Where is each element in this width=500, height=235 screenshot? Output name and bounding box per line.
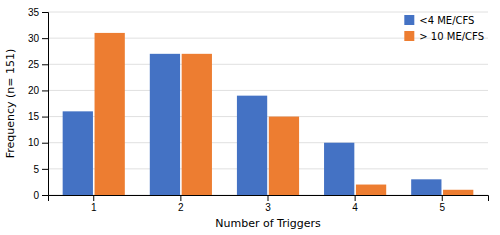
- tick-label: 30: [28, 33, 40, 44]
- x-axis-title: Number of Triggers: [215, 217, 321, 230]
- y-tick: 30: [28, 33, 48, 44]
- y-axis: 0 5 10 15 20 25 30 35: [28, 7, 49, 201]
- bar: [443, 190, 473, 195]
- tick-label: 10: [28, 137, 40, 148]
- legend-item: > 10 ME/CFS: [404, 31, 484, 42]
- legend: <4 ME/CFS > 10 ME/CFS: [404, 15, 484, 42]
- tick-label: 3: [265, 202, 271, 213]
- legend-item: <4 ME/CFS: [404, 15, 474, 26]
- tick-label: 35: [28, 7, 40, 18]
- legend-swatch: [404, 15, 414, 25]
- bar-series: [95, 33, 474, 195]
- y-tick: 35: [28, 7, 48, 18]
- tick-mark: [42, 64, 48, 65]
- tick-mark: [42, 117, 48, 118]
- bars: [63, 33, 474, 195]
- grid: [48, 12, 488, 195]
- axis-domain: [49, 196, 489, 202]
- tick-mark: [42, 38, 48, 39]
- tick-label: 20: [28, 85, 40, 96]
- y-tick: 15: [28, 111, 48, 122]
- tick-mark: [42, 169, 48, 170]
- bar: [269, 117, 299, 195]
- x-tick: 2: [178, 195, 184, 213]
- tick-label: 5: [439, 202, 445, 213]
- tick-label: 1: [91, 202, 97, 213]
- tick-mark: [442, 195, 443, 201]
- bar: [237, 96, 267, 195]
- tick-label: 15: [28, 111, 40, 122]
- bar: [150, 54, 180, 195]
- x-tick: 5: [439, 195, 445, 213]
- y-tick: 10: [28, 137, 48, 148]
- y-tick: 25: [28, 59, 48, 70]
- x-tick: 4: [352, 195, 358, 213]
- legend-label: > 10 ME/CFS: [419, 31, 484, 42]
- chart-container: 0 5 10 15 20 25 30 35 1 2 3 4 5 Number of Triggers Fre…: [0, 0, 500, 235]
- tick-label: 2: [178, 202, 184, 213]
- tick-label: 4: [352, 202, 358, 213]
- y-tick: 20: [28, 85, 48, 96]
- bar: [182, 54, 212, 195]
- tick-mark: [180, 195, 181, 201]
- tick-mark: [42, 90, 48, 91]
- y-tick: 5: [33, 164, 48, 175]
- x-tick: 3: [265, 195, 271, 213]
- tick-mark: [42, 143, 48, 144]
- x-tick: 1: [91, 195, 97, 213]
- legend-label: <4 ME/CFS: [419, 15, 474, 26]
- tick-mark: [42, 12, 48, 13]
- plot: 0 5 10 15 20 25 30 35 1 2 3 4 5 Number of Triggers Fre…: [4, 7, 489, 230]
- tick-mark: [268, 195, 269, 201]
- tick-mark: [93, 195, 94, 201]
- tick-label: 5: [33, 164, 39, 175]
- bar: [324, 143, 354, 195]
- bar: [411, 179, 441, 195]
- y-axis-title: Frequency (n= 151): [4, 49, 17, 159]
- tick-mark: [355, 195, 356, 201]
- grid-line: [48, 12, 488, 13]
- legend-swatch: [404, 31, 414, 41]
- bar: [356, 185, 386, 195]
- axis-domain: [42, 13, 49, 196]
- bar: [63, 111, 93, 195]
- chart-svg: 0 5 10 15 20 25 30 35 1 2 3 4 5 Number of Triggers Fre…: [0, 0, 500, 235]
- x-axis: 1 2 3 4 5: [49, 195, 489, 213]
- y-tick: 0: [33, 190, 48, 201]
- tick-label: 0: [33, 190, 39, 201]
- tick-mark: [42, 195, 48, 196]
- tick-label: 25: [28, 59, 40, 70]
- bar: [95, 33, 125, 195]
